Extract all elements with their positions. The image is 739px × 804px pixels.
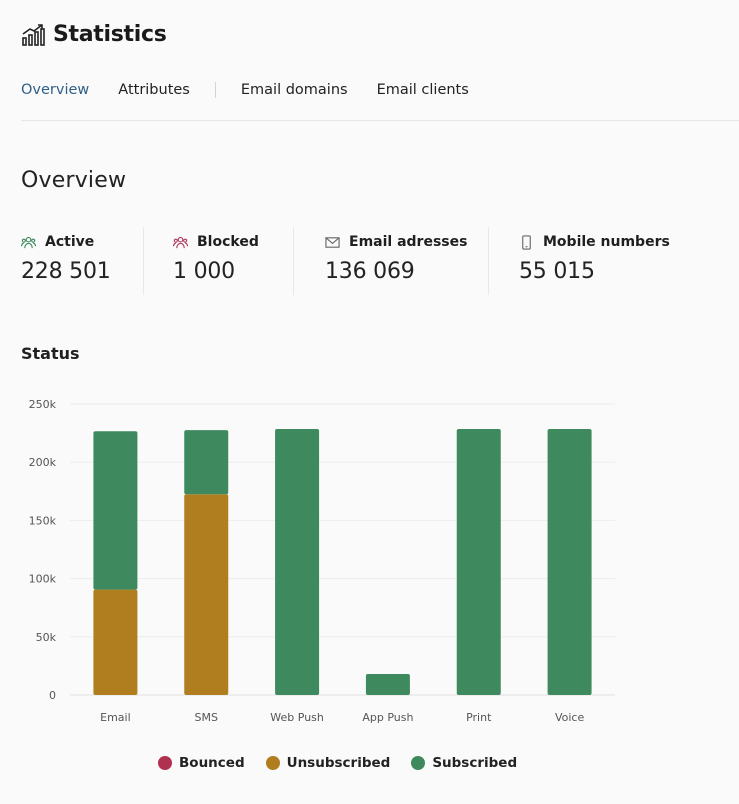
y-tick-label: 150k bbox=[29, 514, 57, 527]
stat-active-value: 228 501 bbox=[21, 259, 111, 284]
tab-divider bbox=[214, 82, 216, 98]
stat-mobile-numbers-value: 55 015 bbox=[519, 259, 595, 284]
legend-item-subscribed[interactable]: Subscribed bbox=[411, 755, 517, 771]
bar-subscribed-email bbox=[93, 431, 138, 590]
legend-item-unsubscribed[interactable]: Unsubscribed bbox=[265, 755, 391, 771]
bar-subscribed-print bbox=[456, 429, 501, 695]
tab-email-clients[interactable]: Email clients bbox=[376, 82, 469, 98]
x-tick-label: Email bbox=[100, 711, 131, 724]
x-tick-label: Web Push bbox=[270, 711, 324, 724]
x-tick-label: SMS bbox=[195, 711, 218, 724]
stat-blocked-value: 1 000 bbox=[173, 259, 235, 284]
stat-active-label: Active bbox=[45, 234, 95, 250]
users-icon bbox=[21, 235, 36, 250]
stat-blocked: Blocked 1 000 bbox=[144, 227, 294, 295]
page-title: Statistics bbox=[53, 22, 167, 47]
overview-heading: Overview bbox=[21, 168, 127, 193]
y-tick-label: 50k bbox=[36, 631, 57, 644]
bar-unsubscribed-email bbox=[93, 589, 138, 695]
statistics-chart-icon bbox=[21, 23, 45, 47]
bar-subscribed-sms bbox=[184, 430, 229, 495]
tab-overview[interactable]: Overview bbox=[21, 82, 90, 98]
x-tick-label: Print bbox=[466, 711, 492, 724]
stat-active: Active 228 501 bbox=[21, 227, 144, 295]
x-tick-label: Voice bbox=[555, 711, 585, 724]
x-tick-label: App Push bbox=[362, 711, 413, 724]
chart-legend: Bounced Unsubscribed Subscribed bbox=[158, 755, 538, 771]
legend-label-bounced: Bounced bbox=[179, 755, 245, 771]
bar-subscribed-app-push bbox=[365, 674, 410, 695]
legend-label-unsubscribed: Unsubscribed bbox=[286, 755, 391, 771]
stats-row: Active 228 501 Blocked 1 000 Email adres bbox=[21, 227, 689, 295]
tab-attributes[interactable]: Attributes bbox=[118, 82, 190, 98]
bar-subscribed-web-push bbox=[275, 429, 320, 695]
y-tick-label: 100k bbox=[29, 573, 57, 586]
y-tick-label: 200k bbox=[29, 456, 57, 469]
envelope-icon bbox=[325, 235, 340, 250]
status-chart: 0 50k 100k 150k 200k 250k Email SMS Web Push App … bbox=[29, 398, 615, 724]
stat-mobile-numbers: Mobile numbers 55 015 bbox=[489, 227, 689, 295]
stat-blocked-label: Blocked bbox=[197, 234, 259, 250]
status-heading: Status bbox=[21, 344, 80, 363]
stat-email-addresses-value: 136 069 bbox=[325, 259, 415, 284]
legend-label-subscribed: Subscribed bbox=[432, 755, 518, 771]
bar-subscribed-voice bbox=[547, 429, 592, 695]
legend-dot-unsubscribed bbox=[265, 756, 280, 770]
stat-email-addresses: Email adresses 136 069 bbox=[294, 227, 489, 295]
tab-email-domains[interactable]: Email domains bbox=[240, 82, 348, 98]
stat-email-addresses-label: Email adresses bbox=[349, 234, 468, 250]
bar-unsubscribed-sms bbox=[184, 494, 229, 695]
stat-mobile-numbers-label: Mobile numbers bbox=[543, 234, 670, 250]
page-header: Statistics bbox=[21, 22, 167, 47]
legend-dot-subscribed bbox=[411, 756, 426, 770]
mobile-phone-icon bbox=[519, 234, 534, 250]
y-tick-label: 0 bbox=[49, 689, 56, 702]
y-tick-label: 250k bbox=[29, 398, 57, 411]
legend-item-bounced[interactable]: Bounced bbox=[158, 755, 245, 771]
legend-dot-bounced bbox=[158, 756, 172, 770]
users-blocked-icon bbox=[173, 235, 188, 250]
tab-bar: Overview Attributes Email domains Email … bbox=[21, 80, 739, 121]
